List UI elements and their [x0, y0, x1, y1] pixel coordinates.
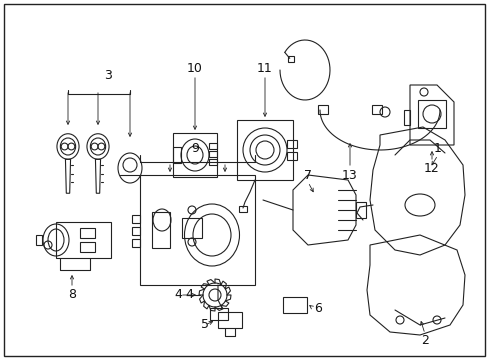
Text: 9: 9 — [191, 141, 199, 154]
Text: 6: 6 — [313, 302, 321, 315]
Text: 11: 11 — [257, 62, 272, 75]
Bar — [208, 143, 217, 149]
Text: 3: 3 — [104, 68, 112, 81]
Bar — [132, 215, 140, 223]
Bar — [173, 147, 181, 163]
Text: 4: 4 — [174, 288, 182, 302]
Text: 7: 7 — [304, 168, 311, 181]
Bar — [208, 159, 217, 165]
Bar — [355, 202, 365, 218]
Text: 1: 1 — [433, 141, 441, 154]
Bar — [417, 100, 445, 128]
Bar — [209, 308, 227, 320]
Bar — [152, 212, 170, 248]
Bar — [80, 228, 95, 238]
Text: 2: 2 — [420, 333, 428, 346]
Text: 5: 5 — [201, 319, 208, 332]
Text: 13: 13 — [342, 168, 357, 181]
Bar — [80, 242, 95, 252]
Bar — [56, 222, 111, 258]
Text: 10: 10 — [187, 62, 203, 75]
Text: 4: 4 — [185, 288, 193, 302]
Bar — [286, 152, 296, 160]
Bar — [208, 151, 217, 157]
Text: 8: 8 — [68, 288, 76, 302]
Bar — [132, 227, 140, 235]
Bar — [182, 218, 202, 238]
Bar — [132, 239, 140, 247]
Bar — [286, 140, 296, 148]
Text: 12: 12 — [423, 162, 439, 175]
